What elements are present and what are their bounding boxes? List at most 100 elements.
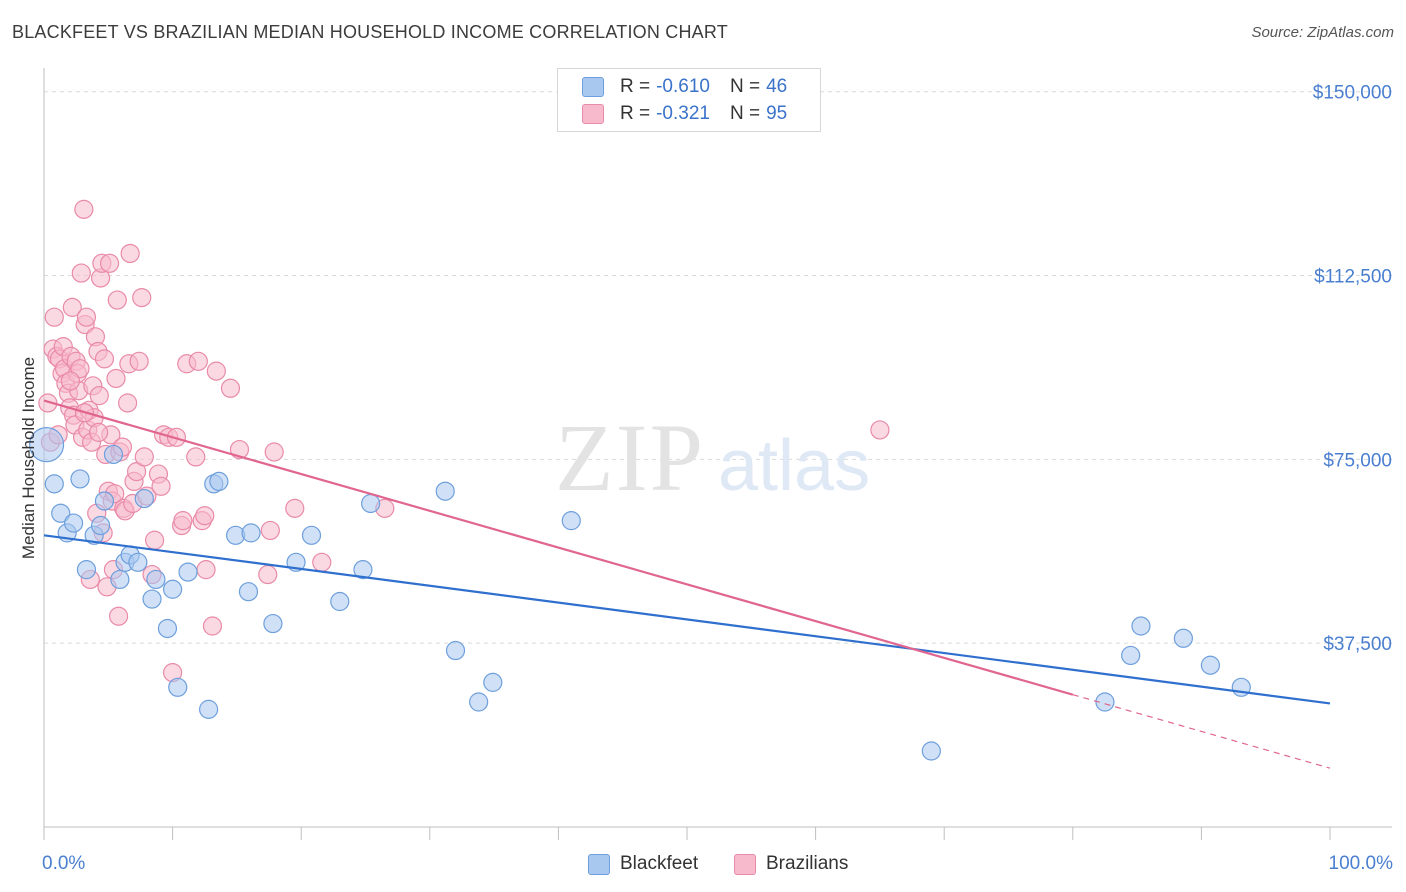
brazilian-point xyxy=(108,606,129,626)
blackfeet-point xyxy=(435,481,455,501)
series-legend-blackfeet: Blackfeet xyxy=(588,852,698,876)
blackfeet-point xyxy=(483,672,503,692)
legend-swatch-blue xyxy=(588,853,610,875)
brazilian-point xyxy=(151,476,171,496)
y-tick-label: $37,500 xyxy=(1323,634,1392,655)
blackfeet-point xyxy=(238,582,259,602)
blackfeet-point xyxy=(199,699,219,719)
brazilian-point xyxy=(38,393,58,413)
x-tick-label-max: 100.0% xyxy=(1329,853,1394,874)
brazilian-point xyxy=(260,520,280,541)
tick-labels: $37,500 $75,000 $112,500 $150,000 0.0% 100.0% xyxy=(42,83,1393,874)
legend-r-value: -0.610 xyxy=(656,76,710,97)
blackfeet-point xyxy=(28,427,65,463)
blackfeet-point xyxy=(301,525,322,545)
y-axis-label: Median Household Income xyxy=(19,357,38,559)
brazilian-point xyxy=(120,243,140,264)
blackfeet-point xyxy=(51,503,71,523)
blackfeet-point xyxy=(142,589,162,609)
blackfeet-point xyxy=(263,613,283,634)
brazilian-point xyxy=(206,361,226,381)
blackfeet-trend-line xyxy=(43,534,1331,705)
legend-label-brazilians: Brazilians xyxy=(766,853,849,874)
brazilian-point xyxy=(71,263,91,283)
watermark-zip: ZIP xyxy=(555,404,705,511)
blackfeet-point xyxy=(361,493,381,514)
brazilian-point xyxy=(99,253,120,273)
brazilian-point xyxy=(144,530,165,550)
brazilian-point xyxy=(60,371,80,391)
brazilian-point xyxy=(129,351,149,371)
legend-n-value: 46 xyxy=(766,76,788,97)
data-points xyxy=(28,199,1251,761)
blackfeet-point xyxy=(241,523,261,543)
blackfeet-point xyxy=(146,569,166,590)
y-tick-label: $75,000 xyxy=(1323,450,1392,471)
legend-swatch-pink xyxy=(582,104,604,124)
brazilian-point xyxy=(258,564,278,585)
legend-swatch-pink xyxy=(734,853,756,875)
blackfeet-point xyxy=(1095,692,1115,712)
brazilian-trend-line xyxy=(43,399,1074,696)
blackfeet-point xyxy=(76,560,97,580)
blackfeet-point xyxy=(330,591,350,612)
series-legend-brazilians: Brazilians xyxy=(734,852,848,876)
watermark: ZIP atlas xyxy=(555,404,870,511)
brazilian-point xyxy=(94,349,115,369)
source-label: Source: ZipAtlas.com xyxy=(1251,24,1394,41)
brazilian-point xyxy=(89,386,109,406)
brazilian-point xyxy=(117,393,138,413)
grid-lines xyxy=(44,91,1392,644)
blackfeet-point xyxy=(353,560,373,580)
brazilian-point xyxy=(195,506,215,526)
blackfeet-point xyxy=(157,618,178,639)
legend-row-blackfeet: R = -0.610 N = 46 xyxy=(582,75,787,99)
blackfeet-point xyxy=(63,513,84,533)
blackfeet-point xyxy=(128,552,148,572)
blackfeet-point xyxy=(1121,645,1141,666)
correlation-legend: R = -0.610 N = 46 R = -0.321 N = 95 xyxy=(557,68,821,132)
brazilian-point xyxy=(173,511,193,531)
brazilian-point xyxy=(870,420,890,440)
legend-label-blackfeet: Blackfeet xyxy=(620,853,699,874)
x-tick-label-min: 0.0% xyxy=(42,853,85,874)
legend-n-value: 95 xyxy=(766,103,788,124)
y-tick-label: $112,500 xyxy=(1314,267,1392,288)
brazilian-point xyxy=(285,498,305,518)
brazilian-point xyxy=(202,616,223,636)
blackfeet-point xyxy=(1173,628,1193,648)
blackfeet-point xyxy=(44,474,64,494)
brazilian-point xyxy=(220,378,241,398)
brazilian-point xyxy=(44,307,64,327)
blackfeet-point xyxy=(70,469,90,489)
chart-title: BLACKFEET VS BRAZILIAN MEDIAN HOUSEHOLD … xyxy=(12,22,728,42)
brazilian-point xyxy=(106,368,126,389)
blackfeet-point xyxy=(168,677,188,697)
blackfeet-point xyxy=(1131,616,1151,636)
brazilian-point xyxy=(186,447,206,467)
legend-swatch-blue xyxy=(582,77,604,97)
blackfeet-point xyxy=(445,640,466,661)
brazilian-trend-extension xyxy=(1072,694,1331,769)
blackfeet-point xyxy=(110,569,130,590)
brazilian-point xyxy=(196,560,216,580)
blackfeet-point xyxy=(469,692,489,712)
legend-r-label: R = xyxy=(620,76,651,97)
legend-row-brazilians: R = -0.321 N = 95 xyxy=(582,102,787,126)
brazilian-point xyxy=(132,287,152,308)
blackfeet-point xyxy=(1200,655,1221,675)
legend-n-label: N = xyxy=(729,103,761,124)
blackfeet-point xyxy=(163,579,183,599)
blackfeet-point xyxy=(90,515,111,536)
watermark-atlas: atlas xyxy=(718,426,870,506)
brazilian-point xyxy=(188,351,208,371)
blackfeet-point xyxy=(134,488,154,509)
blackfeet-point xyxy=(561,511,581,531)
blackfeet-point xyxy=(921,741,941,761)
brazilian-point xyxy=(76,307,97,327)
blackfeet-point xyxy=(209,471,229,492)
y-tick-label: $150,000 xyxy=(1313,83,1392,104)
brazilian-point xyxy=(134,447,154,467)
brazilian-point xyxy=(264,442,284,462)
